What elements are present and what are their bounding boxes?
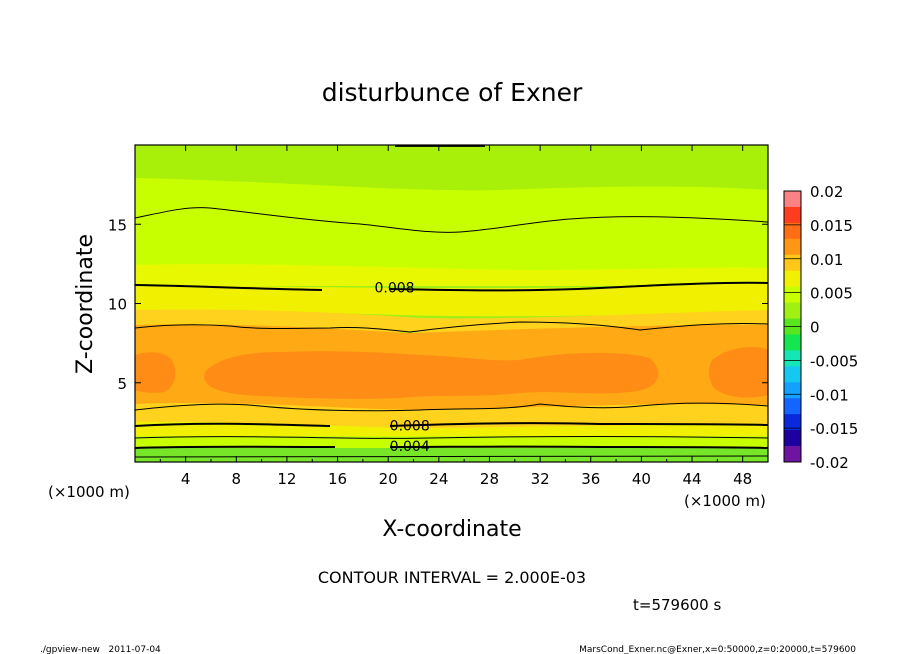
colorbar: 0.02 0.015 0.01 0.005 0 -0.005 -0.01 -0.015 -0.0… — [783, 183, 858, 472]
colorbar-tick-label: -0.02 — [810, 454, 849, 472]
colorbar-swatch — [784, 334, 801, 351]
band-light-yellow — [135, 264, 768, 286]
colorbar-tick-label: 0 — [810, 319, 820, 337]
colorbar-swatch — [784, 270, 801, 288]
x-unit-label-right: (×1000 m) — [684, 492, 766, 510]
time-label: t=579600 s — [633, 596, 721, 614]
contour-line — [135, 281, 768, 292]
contour-label: 0.004 — [390, 439, 430, 455]
colorbar-swatch — [784, 302, 801, 320]
x-tick-label: 32 — [531, 470, 550, 488]
colorbar-swatch — [784, 446, 801, 463]
colorbar-tick-label: 0.02 — [810, 183, 843, 201]
colorbar-swatch — [784, 254, 801, 272]
blob-dark-orange-2 — [204, 351, 659, 399]
x-tick-label: 12 — [277, 470, 296, 488]
colorbar-tick-label: 0.01 — [810, 251, 843, 269]
colorbar-tick-label: -0.005 — [810, 352, 858, 370]
chart-title: disturbunce of Exner — [322, 78, 583, 107]
x-tick-label: 4 — [181, 470, 191, 488]
colorbar-tick-label: -0.01 — [810, 386, 849, 404]
x-unit-label-left: (×1000 m) — [48, 483, 130, 501]
x-axis-label: X-coordinate — [382, 517, 521, 542]
x-tick-label: 16 — [328, 470, 347, 488]
contour-line — [135, 436, 768, 439]
colorbar-swatch — [784, 206, 801, 224]
colorbar-swatch — [784, 286, 801, 304]
colorbar-tick-label: 0.015 — [810, 217, 853, 235]
colorbar-tick-label: 0.005 — [810, 285, 853, 303]
x-tick-label: 48 — [733, 470, 752, 488]
blob-dark-orange-3 — [709, 347, 768, 398]
contour-line — [135, 422, 768, 427]
colorbar-swatch — [784, 414, 801, 431]
colorbar-swatch — [784, 191, 801, 208]
contour-label: 0.008 — [390, 419, 430, 435]
blob-dark-orange-1 — [135, 352, 176, 393]
x-tick-label: 44 — [682, 470, 701, 488]
contour-label: 0.008 — [374, 281, 414, 297]
colorbar-swatch — [784, 382, 801, 399]
y-axis-label: Z-coordinate — [73, 234, 98, 374]
colorbar-tick-label: -0.015 — [810, 420, 858, 438]
y-tick-label: 5 — [117, 375, 127, 393]
band-bottom-green — [135, 448, 768, 462]
footer-right: MarsCond_Exner.nc@Exner,x=0:50000,z=0:20… — [579, 645, 856, 654]
y-tick-label: 10 — [108, 296, 127, 314]
x-tick-label: 36 — [581, 470, 600, 488]
contour-line — [135, 207, 768, 233]
x-tick-label: 8 — [232, 470, 242, 488]
x-tick-label: 28 — [480, 470, 499, 488]
band-yellow — [135, 283, 768, 317]
band-lime — [135, 178, 768, 273]
contour-lines — [135, 145, 768, 458]
y-tick-label: 15 — [108, 216, 127, 234]
contour-line — [135, 321, 768, 333]
plot-area: 0.008 0.008 0.004 — [135, 145, 768, 462]
x-tick-label: 40 — [632, 470, 651, 488]
contour-line — [135, 402, 768, 412]
colorbar-swatch — [784, 222, 801, 240]
band-lower-yellow — [135, 421, 768, 440]
colorbar-swatch — [784, 366, 801, 383]
colorbar-swatch — [784, 238, 801, 256]
x-axis: 4 8 12 16 20 24 28 32 36 40 44 48 — [159, 145, 752, 488]
colorbar-swatch — [784, 350, 801, 367]
colorbar-swatch — [784, 430, 801, 447]
footer-left: ./gpview-new 2011-07-04 — [40, 645, 161, 654]
x-tick-label: 24 — [429, 470, 448, 488]
y-axis: 5 10 15 — [108, 216, 768, 393]
x-tick-label: 20 — [379, 470, 398, 488]
colorbar-swatch — [784, 398, 801, 415]
contour-interval-text: CONTOUR INTERVAL = 2.000E-03 — [318, 568, 586, 587]
band-upper-green — [135, 145, 768, 191]
contour-line — [135, 445, 768, 449]
